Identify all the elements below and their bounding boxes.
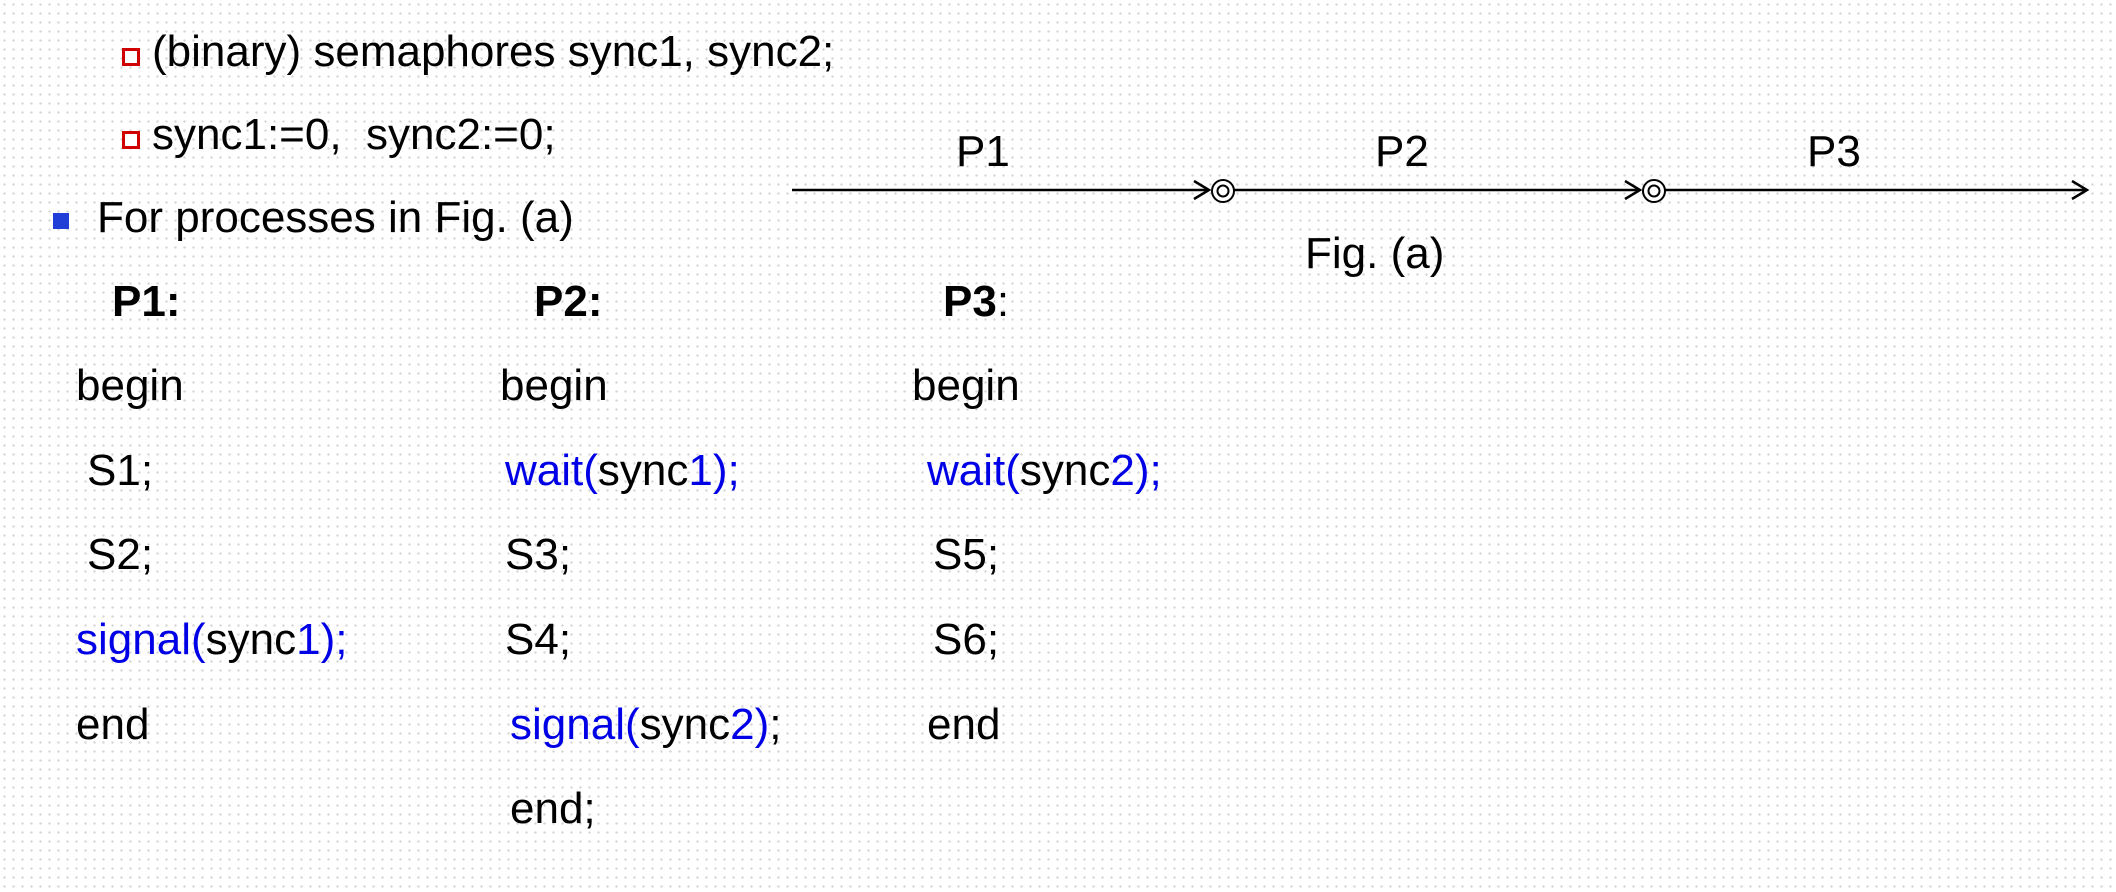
code-line-p1-end: end	[76, 697, 149, 753]
process-header-p3: P3:	[943, 274, 1009, 330]
code-line-p1-s1: S1;	[87, 443, 153, 499]
code-line-p3-wait: wait(sync2);	[927, 443, 1162, 499]
code-token-keyword: 1);	[688, 446, 740, 495]
process-header-p1: P1:	[112, 274, 180, 330]
sync-node-1	[1211, 179, 1235, 203]
code-token: end	[927, 700, 1001, 749]
segment-label-p3: P3	[1807, 127, 1861, 176]
segment-label-p2: P2	[1375, 127, 1429, 176]
code-token: S5;	[933, 530, 1000, 579]
code-token: S4;	[505, 615, 572, 664]
sub-bullet-icon	[122, 131, 140, 149]
code-line-p1-s2: S2;	[87, 527, 153, 583]
code-token-keyword: 1);	[296, 615, 348, 664]
code-line-p3-begin: begin	[912, 358, 1020, 414]
code-token-keyword: 2)	[730, 700, 770, 749]
code-token: end	[76, 700, 150, 749]
code-line-p2-s4: S4;	[505, 612, 571, 668]
semaphores-initialization: sync1:=0, sync2:=0;	[152, 110, 556, 159]
code-token-keyword: signal(	[76, 615, 206, 664]
code-token: begin	[912, 361, 1020, 410]
code-token: S2;	[87, 530, 154, 579]
figure-caption: Fig. (a)	[1305, 229, 1445, 278]
process-name: P1:	[112, 277, 181, 326]
code-line-p1-begin: begin	[76, 358, 184, 414]
process-name: P3	[943, 277, 997, 326]
arrow-segment-p1	[792, 179, 1212, 201]
arrow-segment-p3	[1665, 179, 2090, 201]
code-token: begin	[76, 361, 184, 410]
sync-node-2	[1642, 179, 1666, 203]
code-token: S6;	[933, 615, 1000, 664]
process-colon: :	[996, 277, 1010, 326]
code-token-keyword: 2);	[1110, 446, 1162, 495]
process-header-p2: P2:	[534, 274, 602, 330]
segment-label-p1: P1	[956, 127, 1010, 176]
code-token: sync	[205, 615, 297, 664]
code-line-p1-signal: signal(sync1);	[76, 612, 347, 668]
code-line-p2-signal: signal(sync2);	[510, 697, 781, 753]
code-token-keyword: wait(	[505, 446, 598, 495]
code-line-p2-wait: wait(sync1);	[505, 443, 740, 499]
code-token: begin	[500, 361, 608, 410]
code-token: sync	[1019, 446, 1111, 495]
processes-intro: For processes in Fig. (a)	[97, 193, 574, 242]
code-token: sync	[639, 700, 731, 749]
semaphores-declaration: (binary) semaphores sync1, sync2;	[152, 27, 835, 76]
code-token: sync	[597, 446, 689, 495]
code-line-p2-s3: S3;	[505, 527, 571, 583]
code-token-keyword: wait(	[927, 446, 1020, 495]
code-token-keyword: signal(	[510, 700, 640, 749]
arrow-segment-p2	[1234, 179, 1643, 201]
code-token: ;	[769, 700, 782, 749]
sub-bullet-icon	[122, 48, 140, 66]
code-line-p2-end: end;	[510, 781, 596, 837]
code-line-p2-begin: begin	[500, 358, 608, 414]
main-bullet-icon	[53, 213, 69, 229]
code-token: S1;	[87, 446, 154, 495]
code-line-p3-end: end	[927, 697, 1000, 753]
code-token: end;	[510, 784, 596, 833]
code-line-p3-s5: S5;	[933, 527, 999, 583]
code-token: S3;	[505, 530, 572, 579]
process-name: P2:	[534, 277, 603, 326]
code-line-p3-s6: S6;	[933, 612, 999, 668]
